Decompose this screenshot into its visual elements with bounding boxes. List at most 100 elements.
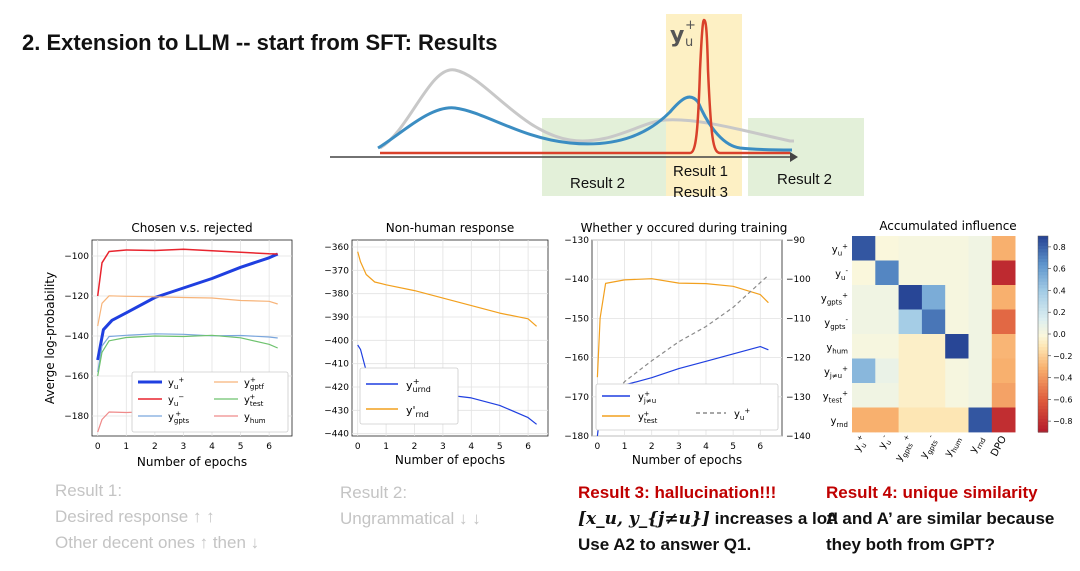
c3-ytick-label: −150 — [564, 314, 589, 324]
c1-ytick-label: −160 — [64, 372, 89, 382]
heatmap-cell — [945, 309, 969, 335]
c2-xtick-label: 2 — [412, 442, 418, 452]
colorbar-segment — [1038, 294, 1048, 299]
c3-xtick-label: 2 — [649, 442, 655, 452]
c1-ytick-label: −120 — [64, 292, 89, 302]
c2-xtick-label: 6 — [525, 442, 531, 452]
colorbar-segment — [1038, 383, 1048, 387]
colorbar-segment — [1038, 389, 1048, 394]
c1-xtick-label: 1 — [123, 442, 129, 452]
colorbar-segment — [1038, 330, 1048, 335]
colorbar-segment — [1038, 353, 1048, 358]
colorbar-segment — [1038, 268, 1048, 273]
red-curve — [380, 18, 790, 155]
colorbar-tick-label: 0.0 — [1053, 330, 1066, 339]
colorbar-tick-label: −0.6 — [1053, 395, 1072, 404]
chart3-title: Whether y occured during training — [581, 221, 788, 235]
heatmap-cell — [875, 334, 899, 359]
heatmap-cell — [991, 260, 1016, 286]
heatmap-axis-label: yu+ — [832, 242, 848, 257]
chart1-legend: yu+ yu− ygpts+ ygptf+ ytest+ yhum — [131, 371, 289, 433]
colorbar-segment — [1038, 392, 1048, 397]
colorbar-segment — [1038, 265, 1048, 270]
heatmap-cell — [945, 407, 969, 433]
heatmap-cell — [991, 334, 1016, 359]
heatmap-cell — [945, 383, 969, 408]
colorbar-segment — [1038, 356, 1048, 361]
caption-result4-line1: A and A’ are similar because — [826, 509, 1055, 528]
colorbar-segment — [1038, 396, 1048, 400]
heatmap-cell — [968, 358, 993, 384]
heatmap-cell — [898, 309, 923, 335]
c1-series-line — [97, 334, 278, 377]
heatmap-cell — [945, 260, 969, 286]
arrow-head — [790, 152, 798, 162]
peak-label-sup: + — [685, 18, 696, 33]
chart1-title: Chosen v.s. rejected — [131, 221, 252, 235]
c2-series-line — [357, 251, 537, 327]
heatmap-axis-label: yhum — [943, 434, 965, 459]
colorbar-tick-label: 0.8 — [1053, 243, 1066, 252]
c2-xtick-label: 5 — [497, 442, 503, 452]
heatmap-cell — [991, 285, 1016, 310]
heatmap-axis-label: ygpts+ — [892, 433, 918, 464]
heatmap-axis-label: yrnd — [968, 434, 988, 456]
c1-xtick-label: 2 — [152, 442, 158, 452]
c2-xtick-label: 1 — [383, 442, 389, 452]
colorbar-segment — [1038, 376, 1048, 381]
region-result1-3 — [666, 14, 742, 196]
heatmap-cell — [921, 383, 946, 408]
heatmap-cell — [921, 407, 946, 433]
chart1-ylabel: Averge log-probability — [43, 272, 57, 404]
colorbar-segment — [1038, 373, 1048, 378]
chart3-legend: yj≠u+ ytest+ yu+ — [595, 383, 779, 431]
colorbar-segment — [1038, 409, 1048, 413]
c3-ytick-right-label: −120 — [786, 354, 811, 364]
colorbar-segment — [1038, 334, 1048, 338]
caption-result3-title: Result 3: hallucination!!! — [578, 483, 777, 502]
c1-xtick-label: 3 — [181, 442, 187, 452]
c1-series-line — [96, 252, 279, 361]
heatmap-cell — [991, 358, 1016, 384]
c1-series-line — [96, 248, 278, 297]
colorbar-segment — [1038, 242, 1048, 247]
c2-ytick-label: −400 — [324, 336, 349, 346]
chart-non-human-response: Non-human response 0 1 2 3 4 5 6 −360 −370 −380 −3… — [324, 221, 549, 467]
colorbar-segment — [1038, 369, 1048, 374]
c3-ytick-right-label: −100 — [786, 275, 811, 285]
c2-xtick-label: 4 — [468, 442, 474, 452]
colorbar-segment — [1038, 386, 1048, 391]
colorbar-segment — [1038, 252, 1048, 257]
heatmap-cell — [945, 285, 969, 310]
c3-xtick-label: 0 — [595, 442, 601, 452]
heatmap-axis-label: ygpts+ — [821, 291, 848, 306]
c1-ytick-label: −100 — [64, 252, 89, 262]
colorbar-segment — [1038, 379, 1048, 384]
heatmap-cell — [968, 309, 993, 335]
region-label-result3: Result 3 — [673, 184, 729, 201]
heatmap-cell — [875, 260, 899, 286]
heatmap-cell — [898, 334, 923, 359]
colorbar-segment — [1038, 255, 1048, 260]
heatmap-cell — [945, 358, 969, 384]
colorbar-segment — [1038, 288, 1048, 293]
caption-result1: Result 1: Desired response ↑ ↑ Other dec… — [55, 478, 259, 556]
chart4-title: Accumulated influence — [879, 219, 1016, 233]
colorbar-tick-label: 0.4 — [1053, 286, 1066, 295]
heatmap-cell — [921, 236, 946, 261]
colorbar-segment — [1038, 360, 1048, 364]
peak-label: y — [670, 23, 684, 48]
colorbar-segment — [1038, 278, 1048, 283]
heatmap-cell — [945, 236, 969, 261]
colorbar-segment — [1038, 405, 1048, 410]
colorbar-segment — [1038, 311, 1048, 315]
heatmap-cell — [898, 383, 923, 408]
colorbar-segment — [1038, 298, 1048, 302]
c2-xtick-label: 0 — [355, 442, 361, 452]
colorbar-segment — [1038, 347, 1048, 351]
c2-ytick-label: −370 — [324, 266, 349, 276]
heatmap-cell — [852, 407, 876, 433]
heatmap-axis-label: ygpts- — [824, 316, 848, 331]
heatmap-accumulated-influence: Accumulated influence yu+yu-ygpts+ygpts-… — [821, 219, 1073, 464]
colorbar-segment — [1038, 324, 1048, 329]
